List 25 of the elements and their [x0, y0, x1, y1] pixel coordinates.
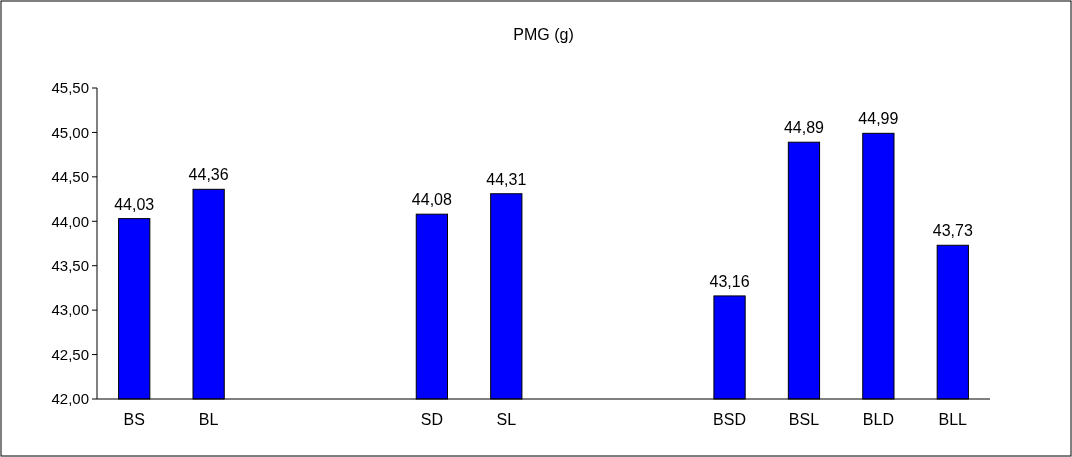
- y-tick-label: 42,50: [51, 345, 89, 363]
- data-label: 43,73: [932, 222, 973, 240]
- x-tick-label: BSD: [713, 411, 746, 428]
- y-tick-label: 45,00: [51, 123, 89, 141]
- x-tick-label: BS: [123, 411, 145, 428]
- y-tick-label: 43,00: [51, 301, 89, 319]
- y-tick-label: 44,50: [51, 168, 89, 186]
- x-tick-label: SL: [496, 411, 517, 428]
- data-label: 44,08: [411, 191, 452, 209]
- data-label: 44,99: [858, 110, 899, 128]
- y-tick-label: 44,00: [51, 212, 89, 230]
- chart-title: PMG (g): [513, 26, 574, 43]
- data-label: 44,36: [188, 166, 229, 184]
- y-tick-label: 42,00: [51, 390, 89, 408]
- x-tick-label: BL: [198, 411, 219, 428]
- data-label: 44,03: [114, 195, 155, 213]
- x-tick-label: SD: [420, 411, 443, 428]
- data-label: 43,16: [709, 272, 750, 290]
- x-tick-label: BLL: [938, 411, 968, 428]
- data-label: 44,31: [486, 170, 527, 188]
- y-tick-label: 45,50: [51, 79, 89, 97]
- x-tick-label: BSL: [788, 411, 820, 428]
- y-tick-label: 43,50: [51, 256, 89, 274]
- data-label: 44,89: [783, 119, 825, 137]
- x-tick-label: BLD: [862, 411, 894, 428]
